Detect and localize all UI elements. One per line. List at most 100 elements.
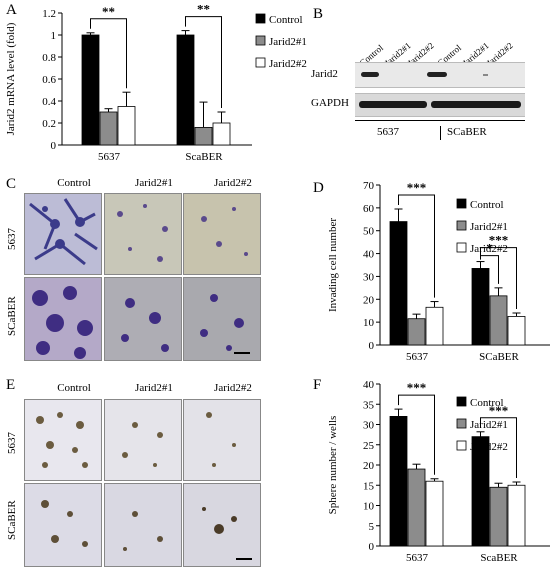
bar: [489, 295, 508, 346]
blot-group-label: SCaBER: [447, 126, 487, 138]
panel-label-a: A: [6, 2, 17, 18]
blot-band: [361, 72, 379, 77]
x-tick-label: 5637: [406, 552, 429, 564]
legend-label: Jarid2#1: [470, 221, 508, 233]
blot-row-label-jarid2: Jarid2: [311, 68, 338, 80]
y-tick-label: 50: [363, 226, 375, 238]
blot-band: [359, 101, 427, 108]
legend-label: Control: [470, 397, 504, 409]
sphere-image: [183, 483, 261, 567]
legend-label: Control: [269, 14, 303, 26]
y-tick-label: 60: [363, 203, 375, 215]
legend-swatch: [255, 57, 266, 68]
panel-e-col-label: Jarid2#1: [135, 382, 173, 394]
y-axis-label: Invading cell number: [327, 218, 339, 312]
blot-band: [427, 72, 447, 77]
significance-label: **: [102, 4, 115, 19]
x-tick-label: 5637: [98, 151, 121, 163]
significance-bracket: [185, 16, 222, 108]
x-tick-label: ScaBER: [480, 552, 518, 564]
legend-swatch: [456, 418, 467, 429]
y-tick-label: 20: [363, 460, 375, 472]
y-tick-label: 25: [363, 440, 375, 452]
y-tick-label: 70: [363, 180, 375, 192]
bar: [176, 34, 195, 146]
y-tick-label: 40: [363, 249, 375, 261]
y-tick-label: 0.6: [42, 74, 56, 86]
significance-bracket: [90, 18, 127, 89]
y-axis-label: Sphere number / wells: [327, 416, 339, 515]
x-tick-label: 5637: [406, 351, 429, 363]
y-tick-label: 10: [363, 317, 375, 329]
significance-bracket: [480, 247, 517, 309]
invasion-image: [183, 277, 261, 361]
invasion-image: [104, 193, 182, 275]
legend-label: Control: [470, 199, 504, 211]
y-tick-label: 5: [369, 521, 375, 533]
y-tick-label: 35: [363, 399, 375, 411]
panel-c-row-label: 5637: [6, 228, 18, 250]
panel-label-d: D: [313, 180, 324, 196]
invasion-image: [183, 193, 261, 275]
invasion-image: [24, 277, 102, 361]
y-axis-label: Jarid2 mRNA level (fold): [5, 22, 17, 135]
significance-bracket: [398, 394, 435, 475]
sphere-image: [24, 399, 102, 481]
legend-swatch: [456, 242, 467, 253]
panel-e-col-label: Control: [57, 382, 91, 394]
panel-label-e: E: [6, 377, 16, 393]
bar: [212, 122, 231, 146]
y-tick-label: 1: [51, 30, 57, 42]
significance-bracket: [398, 194, 435, 298]
panel-c-col-label: Jarid2#1: [135, 177, 173, 189]
significance-label: *: [486, 241, 493, 256]
y-tick-label: 10: [363, 501, 375, 513]
panel-c-col-label: Control: [57, 177, 91, 189]
blot-divider: [440, 126, 441, 140]
y-tick-label: 20: [363, 294, 375, 306]
bar: [507, 484, 526, 547]
sphere-image: [104, 399, 182, 481]
x-tick-label: SCaBER: [479, 351, 519, 363]
panel-label-b: B: [313, 6, 324, 22]
legend-label: Jarid2#2: [470, 243, 508, 255]
invasion-image: [104, 277, 182, 361]
sphere-image: [183, 399, 261, 481]
panel-e-row-label: 5637: [6, 432, 18, 454]
bar: [489, 486, 508, 547]
panel-c-row-label: SCaBER: [6, 296, 18, 336]
blot-divider: [355, 120, 525, 121]
significance-label: ***: [407, 180, 427, 195]
y-tick-label: 0.4: [42, 96, 56, 108]
bar: [389, 221, 408, 346]
legend-label: Jarid2#2: [269, 58, 307, 70]
bar: [507, 316, 526, 346]
bar: [471, 436, 490, 547]
legend-label: Jarid2#1: [470, 419, 508, 431]
y-tick-label: 0: [369, 340, 375, 352]
blot-row-label-gapdh: GAPDH: [311, 97, 349, 109]
blot-band: [431, 101, 521, 108]
panel-label-c: C: [6, 176, 17, 192]
legend-label: Jarid2#1: [269, 36, 307, 48]
panel-label-f: F: [313, 377, 322, 393]
panel-e-col-label: Jarid2#2: [214, 382, 252, 394]
y-tick-label: 15: [363, 480, 375, 492]
y-tick-label: 0.8: [42, 52, 56, 64]
bar: [99, 111, 118, 146]
blot-jarid2-membrane: [355, 62, 525, 88]
legend-label: Jarid2#2: [470, 441, 508, 453]
sphere-image: [24, 483, 102, 567]
significance-bracket: [480, 255, 499, 284]
legend-swatch: [456, 198, 467, 209]
bar: [425, 480, 444, 547]
bar: [471, 268, 490, 346]
blot-gapdh-membrane: [355, 93, 525, 117]
significance-bracket: [480, 417, 517, 479]
significance-label: ***: [489, 233, 509, 248]
y-tick-label: 30: [363, 271, 375, 283]
y-tick-label: 1.2: [42, 8, 56, 20]
bar: [407, 318, 426, 346]
legend-swatch: [255, 35, 266, 46]
